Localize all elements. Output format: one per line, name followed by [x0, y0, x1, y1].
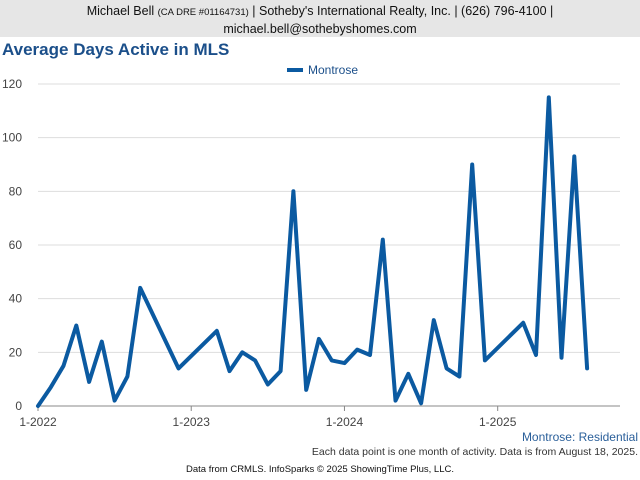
data-point — [229, 370, 231, 372]
data-point — [433, 319, 435, 321]
y-tick-label: 60 — [9, 238, 23, 252]
agent-header-line1: Michael Bell (CA DRE #01164731) | Sotheb… — [0, 3, 640, 21]
y-tick-label: 80 — [9, 184, 23, 198]
chart-footnote: Each data point is one month of activity… — [311, 446, 638, 458]
agent-header: Michael Bell (CA DRE #01164731) | Sotheb… — [0, 0, 640, 37]
data-point — [586, 367, 588, 369]
x-tick-label: 1-2025 — [479, 415, 517, 429]
data-point — [177, 367, 179, 369]
data-point — [356, 349, 358, 351]
data-point — [216, 330, 218, 332]
data-point — [382, 239, 384, 241]
chart-legend[interactable]: Montrose — [287, 63, 358, 77]
data-point — [305, 389, 307, 391]
data-point — [75, 325, 77, 326]
data-point — [318, 338, 320, 340]
data-point — [548, 96, 550, 98]
data-point — [561, 357, 563, 359]
data-point — [139, 287, 141, 289]
data-point — [484, 359, 486, 361]
x-tick-label: 1-2023 — [173, 415, 211, 429]
data-point — [254, 359, 256, 361]
data-point — [395, 400, 397, 402]
data-point — [573, 155, 575, 157]
data-point — [369, 354, 371, 356]
data-point — [88, 381, 90, 383]
series-line — [36, 95, 590, 408]
data-point — [446, 367, 448, 369]
x-tick-label: 1-2022 — [19, 415, 57, 429]
agent-license: (CA DRE #01164731) — [157, 7, 249, 18]
data-point — [37, 405, 39, 407]
legend-label: Montrose — [308, 63, 359, 77]
data-point — [343, 362, 345, 364]
data-point — [126, 375, 128, 377]
data-point — [50, 386, 52, 388]
y-tick-label: 0 — [15, 399, 22, 413]
data-point — [458, 375, 460, 377]
data-point — [522, 322, 524, 324]
agent-company-phone: | Sotheby's International Realty, Inc. |… — [252, 4, 554, 18]
y-tick-label: 100 — [2, 131, 22, 145]
data-point — [101, 341, 103, 343]
series-label: Montrose: Residential — [521, 430, 638, 444]
data-point — [420, 402, 422, 404]
data-point — [114, 400, 116, 402]
agent-email: michael.bell@sothebyshomes.com — [223, 22, 417, 36]
x-tick-label: 1-2024 — [326, 415, 364, 429]
y-tick-label: 120 — [2, 77, 22, 91]
data-point — [267, 384, 269, 386]
data-credit: Data from CRMLS. InfoSparks © 2025 Showi… — [185, 464, 454, 475]
y-tick-label: 20 — [9, 345, 23, 359]
data-point — [471, 164, 473, 165]
data-point — [241, 351, 243, 353]
data-point — [63, 365, 65, 367]
data-point — [331, 359, 333, 361]
data-point — [407, 373, 409, 375]
data-point — [535, 354, 537, 356]
data-point — [292, 190, 294, 192]
legend-swatch — [287, 68, 303, 72]
agent-name: Michael Bell — [86, 4, 155, 18]
data-point — [280, 370, 282, 372]
y-tick-label: 40 — [9, 292, 23, 306]
chart-title: Average Days Active in MLS — [2, 40, 230, 59]
